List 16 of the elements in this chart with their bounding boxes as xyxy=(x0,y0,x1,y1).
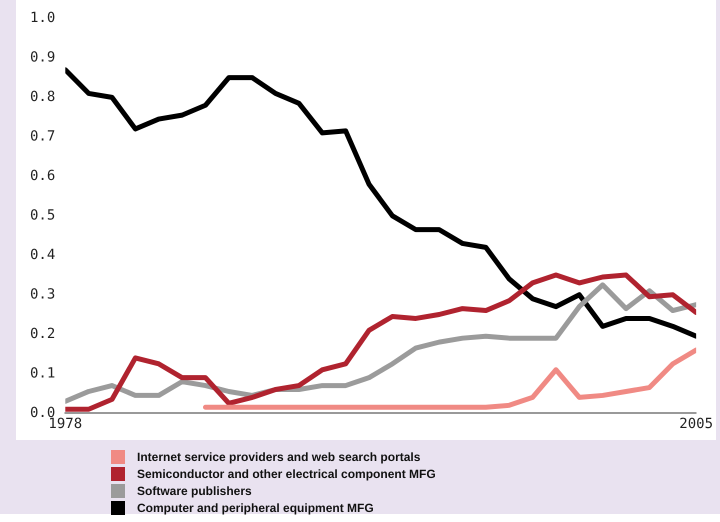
legend-label: Computer and peripheral equipment MFG xyxy=(137,500,374,514)
y-tick-label: 0.4 xyxy=(30,246,56,263)
y-tick-label: 0.3 xyxy=(30,286,56,302)
y-tick-label: 0.1 xyxy=(30,365,56,382)
x-tick-label: 2005 xyxy=(679,416,713,432)
y-tick-label: 0.6 xyxy=(30,168,56,184)
y-tick-label: 0.7 xyxy=(30,128,56,144)
y-tick-label: 0.2 xyxy=(30,326,56,342)
legend-label: Internet service providers and web search portals xyxy=(137,450,420,464)
y-tick-label: 0.5 xyxy=(30,207,56,224)
y-tick-label: 1.0 xyxy=(30,10,56,26)
legend-label: Semiconductor and other electrical component MFG xyxy=(137,466,436,480)
x-tick-label: 1978 xyxy=(48,416,82,432)
y-tick-label: 0.9 xyxy=(30,50,56,66)
legend-label: Software publishers xyxy=(137,484,252,498)
y-tick-label: 0.8 xyxy=(30,89,56,105)
